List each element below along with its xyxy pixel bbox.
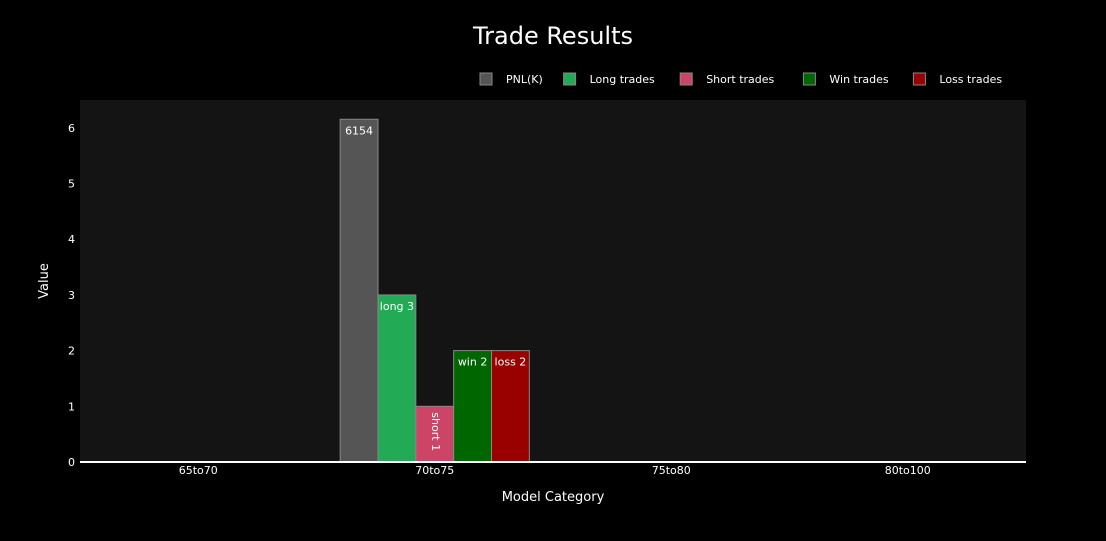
legend-swatch (680, 73, 692, 85)
x-tick-label: 65to70 (179, 464, 218, 477)
x-tick-label: 70to75 (415, 464, 454, 477)
x-tick-label: 80to100 (885, 464, 931, 477)
y-tick-label: 2 (68, 345, 75, 358)
bar-data-label: loss 2 (495, 356, 527, 369)
chart-title: Trade Results (472, 22, 633, 50)
legend-swatch (564, 73, 576, 85)
legend-label: Win trades (829, 73, 888, 86)
legend-label: PNL(K) (506, 73, 543, 86)
legend-swatch (480, 73, 492, 85)
bar-pnl-k[interactable] (340, 119, 378, 462)
legend-label: Long trades (590, 73, 655, 86)
legend-label: Short trades (706, 73, 774, 86)
y-tick-label: 6 (68, 122, 75, 135)
y-tick-label: 3 (68, 289, 75, 302)
bar-data-label: short 1 (429, 412, 442, 451)
bar-data-label: 6154 (345, 124, 373, 137)
x-axis-title: Model Category (502, 490, 605, 505)
bar-data-label: win 2 (458, 356, 488, 369)
y-axis-title: Value (37, 263, 52, 299)
plot-area (80, 100, 1026, 462)
y-tick-label: 1 (68, 400, 75, 413)
y-tick-label: 5 (68, 178, 75, 191)
bar-data-label: long 3 (380, 300, 414, 313)
y-tick-label: 0 (68, 456, 75, 469)
legend-item-pnl-k[interactable]: PNL(K) (480, 73, 543, 86)
legend-swatch (803, 73, 815, 85)
bar-long-trades[interactable] (378, 295, 416, 462)
x-tick-label: 75to80 (652, 464, 691, 477)
legend-swatch (913, 73, 925, 85)
legend-label: Loss trades (939, 73, 1002, 86)
y-tick-label: 4 (68, 233, 75, 246)
